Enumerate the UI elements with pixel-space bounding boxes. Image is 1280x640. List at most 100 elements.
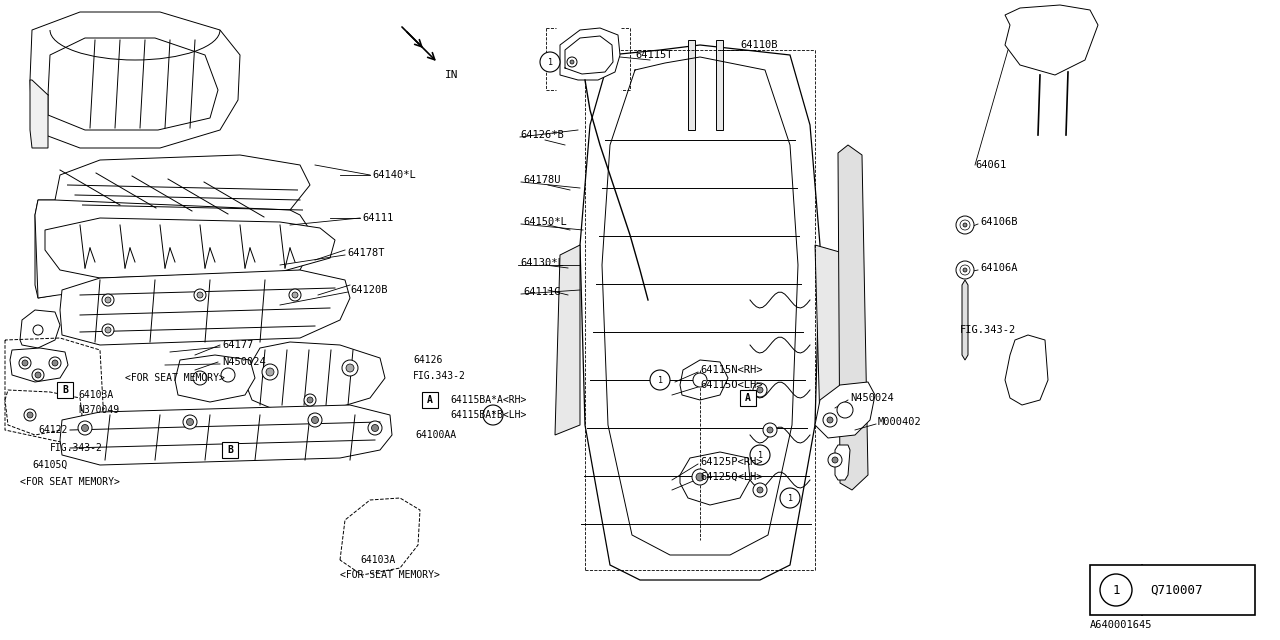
Text: 64111: 64111 xyxy=(362,213,393,223)
Text: 1: 1 xyxy=(758,451,763,460)
Circle shape xyxy=(305,394,316,406)
Circle shape xyxy=(193,371,207,385)
Text: 64061: 64061 xyxy=(975,160,1006,170)
Text: FIG.343-2: FIG.343-2 xyxy=(960,325,1016,335)
Polygon shape xyxy=(680,360,728,400)
Circle shape xyxy=(308,413,323,427)
Polygon shape xyxy=(35,200,58,298)
Circle shape xyxy=(27,412,33,418)
Polygon shape xyxy=(175,355,255,402)
Circle shape xyxy=(960,265,970,275)
Circle shape xyxy=(262,364,278,380)
Polygon shape xyxy=(815,382,876,438)
Polygon shape xyxy=(716,40,723,130)
Polygon shape xyxy=(35,200,310,298)
Circle shape xyxy=(24,409,36,421)
Circle shape xyxy=(82,424,88,431)
Polygon shape xyxy=(20,310,60,348)
Circle shape xyxy=(22,360,28,366)
Circle shape xyxy=(763,423,777,437)
Circle shape xyxy=(187,419,193,426)
Circle shape xyxy=(570,60,573,64)
Polygon shape xyxy=(244,342,385,412)
Circle shape xyxy=(35,372,41,378)
Circle shape xyxy=(197,292,204,298)
Text: 64111G: 64111G xyxy=(524,287,561,297)
Text: N450024: N450024 xyxy=(221,357,266,367)
Circle shape xyxy=(823,413,837,427)
Circle shape xyxy=(346,364,355,372)
Text: 1: 1 xyxy=(658,376,663,385)
Text: FIG.343-2: FIG.343-2 xyxy=(413,371,466,381)
Text: 64150*L: 64150*L xyxy=(524,217,567,227)
Polygon shape xyxy=(835,445,850,480)
Circle shape xyxy=(289,289,301,301)
Polygon shape xyxy=(580,45,820,580)
Text: 64106A: 64106A xyxy=(980,263,1018,273)
Text: 1: 1 xyxy=(787,493,792,502)
Circle shape xyxy=(78,421,92,435)
Polygon shape xyxy=(10,348,68,382)
Circle shape xyxy=(19,357,31,369)
Text: 64177: 64177 xyxy=(221,340,253,350)
Circle shape xyxy=(828,453,842,467)
Circle shape xyxy=(767,427,773,433)
Circle shape xyxy=(483,405,503,425)
Circle shape xyxy=(540,52,561,72)
Text: 64140*L: 64140*L xyxy=(372,170,416,180)
Text: 1: 1 xyxy=(490,410,495,419)
Circle shape xyxy=(832,457,838,463)
Circle shape xyxy=(1100,574,1132,606)
Circle shape xyxy=(692,469,708,485)
Circle shape xyxy=(567,57,577,67)
FancyBboxPatch shape xyxy=(58,382,73,398)
Polygon shape xyxy=(5,390,82,435)
Text: 64178T: 64178T xyxy=(347,248,384,258)
Text: 64115T: 64115T xyxy=(635,50,672,60)
Polygon shape xyxy=(680,452,750,505)
Polygon shape xyxy=(60,270,349,345)
Circle shape xyxy=(960,220,970,230)
Circle shape xyxy=(780,488,800,508)
Text: 64106B: 64106B xyxy=(980,217,1018,227)
Polygon shape xyxy=(1005,335,1048,405)
Circle shape xyxy=(102,324,114,336)
Polygon shape xyxy=(963,280,968,360)
Text: 64115BA*B<LH>: 64115BA*B<LH> xyxy=(451,410,526,420)
Text: 64103A: 64103A xyxy=(78,390,113,400)
Text: 64122: 64122 xyxy=(38,425,68,435)
Text: Q710007: Q710007 xyxy=(1149,584,1202,596)
FancyBboxPatch shape xyxy=(422,392,438,408)
Circle shape xyxy=(753,483,767,497)
Text: FIG.343-2: FIG.343-2 xyxy=(50,443,102,453)
Circle shape xyxy=(837,402,852,418)
Text: 1: 1 xyxy=(548,58,553,67)
Polygon shape xyxy=(561,28,620,80)
Text: 64110B: 64110B xyxy=(740,40,777,50)
Text: IN: IN xyxy=(445,70,458,80)
Polygon shape xyxy=(838,145,868,490)
Text: B: B xyxy=(61,385,68,395)
Circle shape xyxy=(963,223,966,227)
Text: A: A xyxy=(745,393,751,403)
Circle shape xyxy=(49,357,61,369)
Polygon shape xyxy=(1005,5,1098,75)
Text: <FOR SEAT MEMORY>: <FOR SEAT MEMORY> xyxy=(20,477,120,487)
Text: 1: 1 xyxy=(1112,584,1120,596)
Circle shape xyxy=(292,292,298,298)
Circle shape xyxy=(692,373,707,387)
Circle shape xyxy=(753,383,767,397)
Circle shape xyxy=(750,445,771,465)
Circle shape xyxy=(102,294,114,306)
Circle shape xyxy=(32,369,44,381)
Text: 64126: 64126 xyxy=(413,355,443,365)
Text: 64115BA*A<RH>: 64115BA*A<RH> xyxy=(451,395,526,405)
Text: 64115O<LH>: 64115O<LH> xyxy=(700,380,763,390)
Circle shape xyxy=(33,325,44,335)
Text: 64125Q<LH>: 64125Q<LH> xyxy=(700,472,763,482)
Circle shape xyxy=(307,397,314,403)
Circle shape xyxy=(183,415,197,429)
Circle shape xyxy=(221,368,236,382)
FancyBboxPatch shape xyxy=(221,442,238,458)
Circle shape xyxy=(342,360,358,376)
